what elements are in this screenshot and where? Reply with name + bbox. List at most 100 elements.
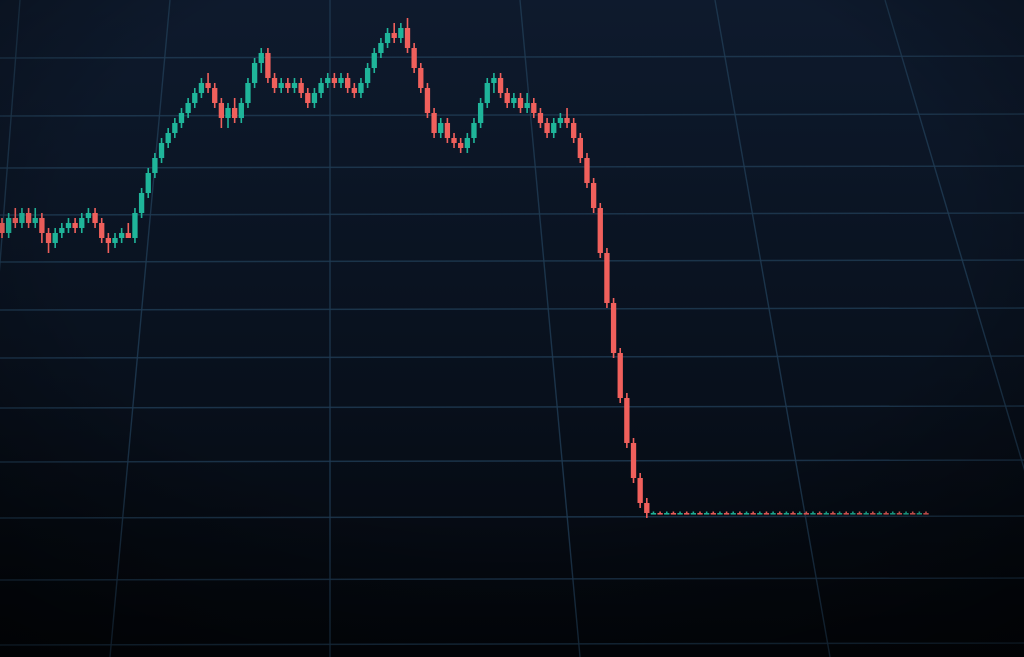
candle-body: [836, 513, 843, 515]
candle-body: [99, 223, 105, 238]
candle-body: [271, 78, 278, 88]
candle-body: [411, 48, 417, 68]
candle-body: [684, 513, 690, 515]
candle-body: [850, 513, 856, 515]
candle-body: [185, 103, 191, 113]
candle-body: [178, 113, 185, 123]
candle-body: [757, 513, 763, 515]
candle-body: [730, 513, 736, 515]
candle-body: [258, 53, 264, 63]
candle-body: [551, 123, 557, 133]
candle-body: [112, 238, 118, 243]
candle-body: [45, 233, 52, 243]
candle-body: [218, 103, 225, 118]
candle-body: [703, 513, 710, 515]
candle-body: [524, 103, 530, 108]
candle-body: [644, 503, 650, 513]
candle-body: [677, 513, 683, 515]
candle-body: [737, 513, 743, 515]
candle-body: [697, 513, 703, 515]
candle-body: [923, 513, 929, 515]
candle-body: [245, 83, 251, 103]
candle-body: [577, 138, 583, 158]
candle-body: [544, 123, 550, 133]
candle-body: [331, 78, 338, 83]
candle-down: [617, 348, 623, 403]
candle-body: [345, 78, 351, 88]
candle-body: [52, 233, 58, 243]
candle-body: [59, 228, 65, 233]
candle-body: [770, 513, 776, 515]
candle-body: [5, 218, 12, 233]
candle-body: [132, 213, 138, 238]
candle-body: [890, 513, 896, 515]
candle-body: [32, 218, 38, 223]
candle-body: [145, 173, 151, 193]
candle-body: [477, 103, 484, 123]
candle-body: [491, 78, 497, 83]
candle-body: [777, 513, 783, 515]
candle-body: [12, 218, 18, 223]
candle-body: [557, 118, 564, 123]
candle-body: [298, 83, 304, 93]
candle-body: [883, 513, 889, 515]
candle-body: [305, 93, 311, 103]
candle-body: [664, 513, 670, 515]
candle-body: [232, 108, 238, 118]
candle-body: [378, 43, 384, 53]
candle-body: [358, 83, 364, 93]
candle-body: [225, 108, 231, 118]
candle-body: [657, 513, 663, 515]
candle-body: [72, 223, 78, 228]
candle-body: [597, 208, 603, 253]
candle-body: [670, 513, 677, 515]
candle-body: [717, 513, 723, 515]
candle-body: [743, 513, 750, 515]
candle-body: [511, 98, 517, 103]
candle-body: [750, 513, 756, 515]
candle-body: [338, 78, 344, 83]
candle-down: [590, 178, 597, 213]
candle-down: [597, 203, 603, 258]
candle-body: [816, 513, 823, 515]
candle-down: [265, 48, 271, 83]
candle-body: [39, 218, 45, 233]
candle-body: [371, 53, 377, 68]
candle-body: [797, 513, 803, 515]
candle-body: [364, 68, 371, 83]
candle-body: [604, 253, 610, 303]
candle-body: [351, 88, 357, 93]
candle-body: [424, 88, 431, 113]
candle-down: [610, 298, 617, 358]
candle-body: [896, 513, 903, 515]
candle-body: [863, 513, 869, 515]
candle-body: [710, 513, 716, 515]
candle-body: [830, 513, 836, 515]
candle-down: [630, 438, 637, 483]
candle-body: [876, 513, 883, 515]
candle-down: [604, 248, 610, 308]
candle-body: [497, 78, 504, 93]
candle-body: [291, 83, 298, 88]
candle-body: [843, 513, 849, 515]
candle-body: [19, 213, 25, 223]
candle-body: [85, 213, 92, 218]
candle-body: [391, 33, 397, 38]
candle-body: [617, 353, 623, 398]
candle-body: [438, 123, 444, 133]
candle-body: [783, 513, 790, 515]
candle-body: [92, 213, 98, 223]
candle-body: [152, 158, 158, 173]
candle-body: [431, 113, 437, 133]
candle-body: [212, 88, 218, 103]
candle-body: [311, 93, 318, 103]
candle-body: [803, 513, 810, 515]
candle-down: [584, 153, 590, 188]
candle-body: [564, 118, 570, 123]
candle-body: [537, 113, 544, 123]
candle-body: [238, 103, 244, 118]
candle-body: [158, 143, 165, 158]
candle-body: [723, 513, 730, 515]
candle-body: [870, 513, 876, 515]
